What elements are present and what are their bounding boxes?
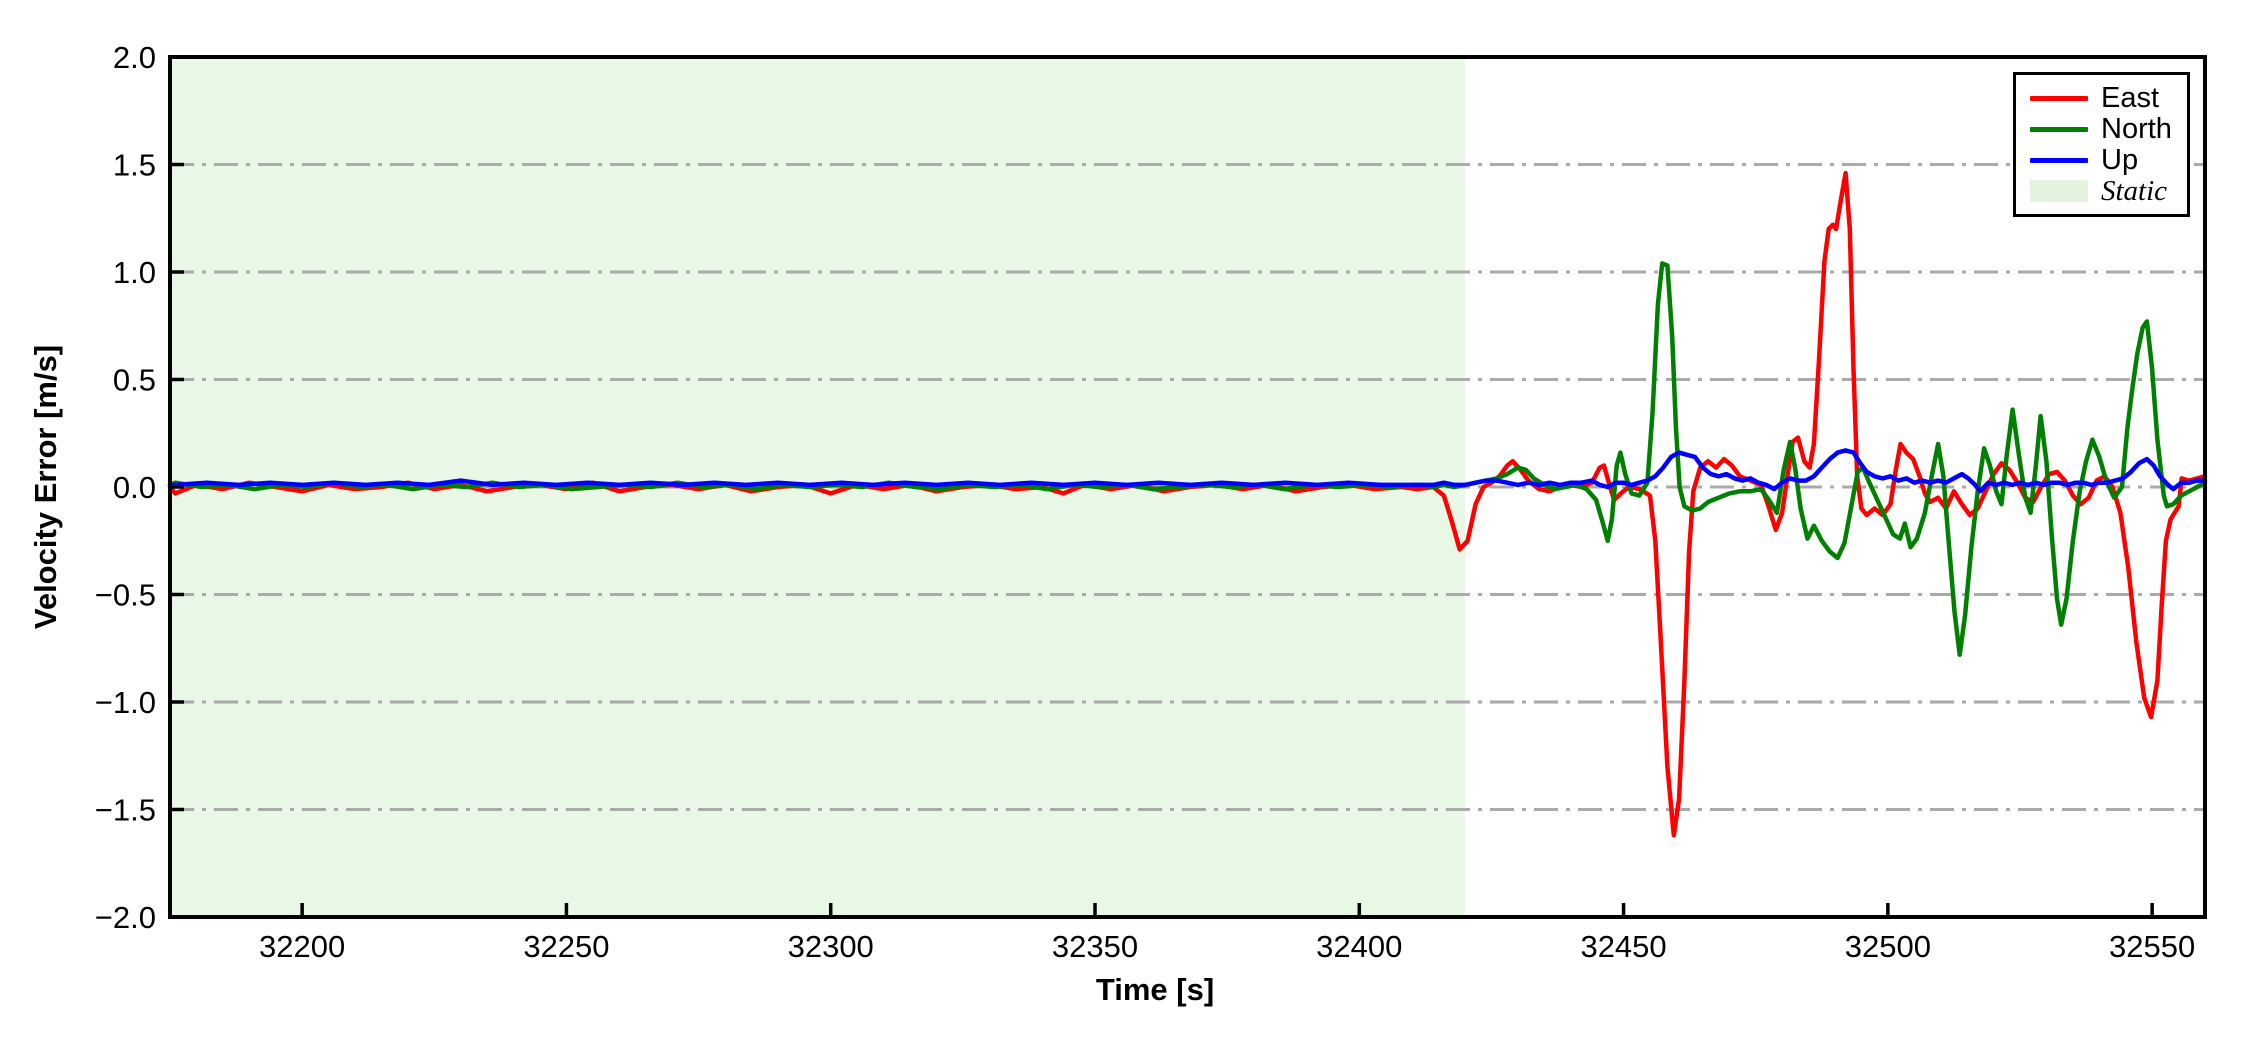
y-tick-label: 1.0 [113, 255, 156, 290]
legend-label-static: Static [2101, 175, 2168, 207]
x-tick-label: 32250 [523, 929, 609, 964]
x-axis-label-wrap: Time [s] [0, 972, 2250, 1008]
legend-label-north: North [2101, 113, 2172, 145]
y-tick-label: 0.0 [113, 470, 156, 505]
up-line-swatch [2030, 157, 2088, 163]
y-tick-label: −1.5 [95, 793, 156, 828]
series-line-North [167, 261, 2208, 657]
series-line-Up [167, 448, 2208, 494]
legend-label-up: Up [2101, 144, 2139, 176]
x-tick-label: 32450 [1580, 929, 1666, 964]
y-tick-label: −0.5 [95, 578, 156, 613]
east-line-swatch [2030, 95, 2088, 101]
y-tick-label: −1.0 [95, 685, 156, 720]
legend: East North Up Static [2013, 72, 2190, 217]
legend-entry-static: Static [2030, 176, 2187, 206]
y-tick-label: 0.5 [113, 363, 156, 398]
x-tick-label: 32300 [788, 929, 874, 964]
legend-entry-east: East [2030, 83, 2187, 113]
x-tick-label: 32400 [1316, 929, 1402, 964]
static-patch-swatch [2030, 180, 2088, 202]
legend-label-east: East [2101, 82, 2160, 114]
north-line-swatch [2030, 126, 2088, 132]
x-tick-label: 32550 [2109, 929, 2195, 964]
x-tick-label: 32500 [1845, 929, 1931, 964]
legend-entry-up: Up [2030, 145, 2187, 175]
y-axis-label: Velocity Error [m/s] [28, 344, 63, 630]
y-tick-label: 2.0 [113, 40, 156, 75]
x-tick-label: 32350 [1052, 929, 1138, 964]
y-tick-label: −2.0 [95, 900, 156, 935]
y-tick-label: 1.5 [113, 148, 156, 183]
x-axis-label: Time [s] [1095, 972, 1215, 1007]
legend-entry-north: North [2030, 114, 2187, 144]
x-tick-label: 32200 [259, 929, 345, 964]
